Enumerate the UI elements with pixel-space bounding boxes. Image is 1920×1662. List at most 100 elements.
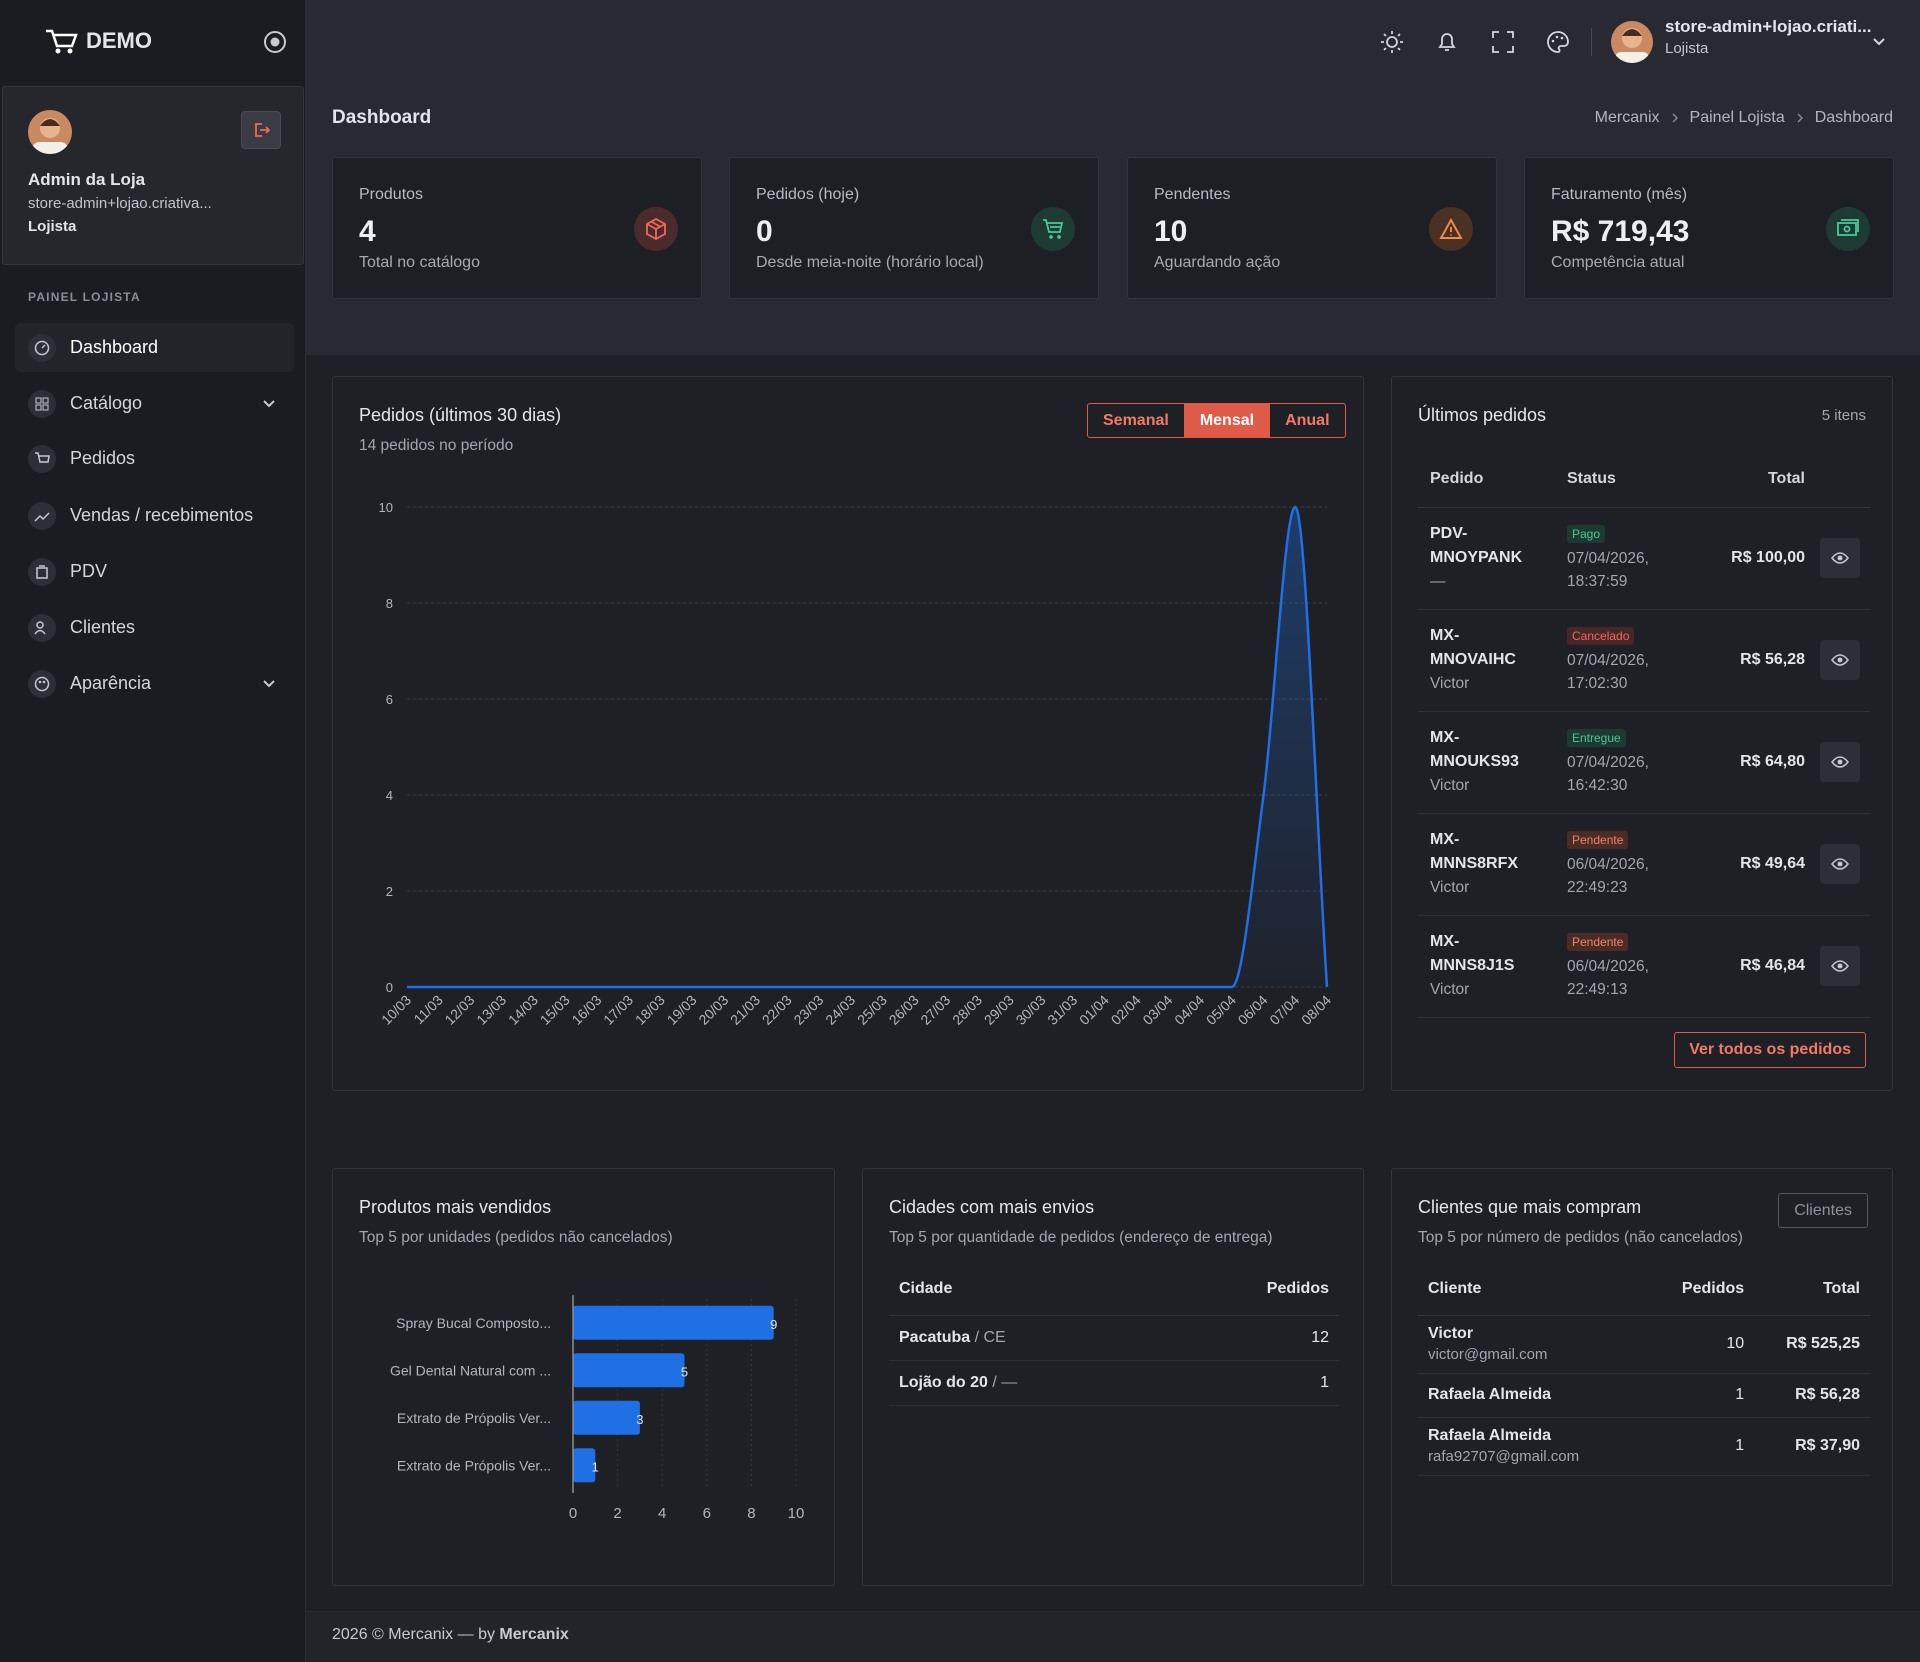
status-badge: Cancelado xyxy=(1567,627,1635,645)
city-row: Pacatuba / CE 12 xyxy=(889,1315,1339,1360)
order-row: MX-MNOUKS93 Victor Entregue 07/04/2026, 16:… xyxy=(1418,711,1870,813)
stat-value: 4 xyxy=(359,215,376,248)
view-order[interactable] xyxy=(1820,946,1860,986)
footer-brand[interactable]: Mercanix xyxy=(499,1626,569,1643)
card-title: Cidades com mais envios xyxy=(889,1197,1095,1217)
topbar: store-admin+lojao.criati... Lojista xyxy=(306,0,1920,83)
status-cell: Cancelado 07/04/2026, 17:02:30 xyxy=(1555,609,1685,711)
menu-item[interactable]: Pedidos xyxy=(15,434,294,483)
order-date: 06/04/2026, 22:49:13 xyxy=(1567,958,1649,998)
x-tick-label: 20/03 xyxy=(695,992,731,1028)
order-cell: MX-MNOVAIHC Victor xyxy=(1418,609,1555,711)
menu-item[interactable]: Catálogo xyxy=(15,379,294,428)
customer-total: R$ 525,25 xyxy=(1786,1335,1860,1352)
order-row: MX-MNNS8J1S Victor Pendente 06/04/2026, 22:… xyxy=(1418,915,1870,1017)
menu-item[interactable]: Aparência xyxy=(15,659,294,708)
actions-cell xyxy=(1805,711,1870,813)
customer-name: Victor xyxy=(1428,1325,1474,1342)
x-tick-label: 31/03 xyxy=(1044,992,1080,1028)
city-row: Lojão do 20 / — 1 xyxy=(889,1360,1339,1405)
divider xyxy=(1591,28,1592,56)
menu-item[interactable]: Dashboard xyxy=(15,323,294,372)
stat-value: 0 xyxy=(756,215,773,248)
breadcrumb-item[interactable]: Mercanix xyxy=(1594,109,1660,126)
menu-item[interactable]: PDV xyxy=(15,547,294,596)
x-tick-label: 05/04 xyxy=(1203,992,1239,1028)
y-tick-label: 0 xyxy=(386,980,393,995)
stat-value: R$ 719,43 xyxy=(1551,215,1690,248)
view-order[interactable] xyxy=(1820,742,1860,782)
avatar[interactable] xyxy=(1611,21,1653,63)
palette[interactable] xyxy=(1546,30,1570,54)
order-date: 07/04/2026, 16:42:30 xyxy=(1567,754,1649,794)
view-order[interactable] xyxy=(1820,844,1860,884)
avatar xyxy=(28,110,72,154)
customer-email: victor@gmail.com xyxy=(1428,1346,1548,1363)
stat-icon xyxy=(634,207,678,251)
order-row: MX-MNOVAIHC Victor Cancelado 07/04/2026, 17… xyxy=(1418,609,1870,711)
stat-card: Pendentes 10 Aguardando ação xyxy=(1127,157,1497,299)
user-name: Admin da Loja xyxy=(28,170,146,189)
logout-button[interactable] xyxy=(241,111,281,149)
order-total: R$ 49,64 xyxy=(1740,855,1805,872)
period-button[interactable]: Semanal xyxy=(1103,412,1169,429)
order-id[interactable]: MX-MNNS8RFX xyxy=(1430,831,1519,872)
fullscreen[interactable] xyxy=(1491,30,1515,54)
order-row: PDV-MNOYPANK — Pago 07/04/2026, 18:37:59 R$ … xyxy=(1418,507,1870,609)
x-tick-label: 10 xyxy=(788,1505,805,1522)
order-row: MX-MNNS8RFX Victor Pendente 06/04/2026, 22:… xyxy=(1418,813,1870,915)
order-cell: MX-MNOUKS93 Victor xyxy=(1418,711,1555,813)
x-tick-label: 23/03 xyxy=(790,992,826,1028)
menu-item[interactable]: Vendas / recebimentos xyxy=(15,491,294,540)
menu-item[interactable]: Clientes xyxy=(15,603,294,652)
order-id[interactable]: MX-MNNS8J1S xyxy=(1430,933,1515,974)
order-cell: MX-MNNS8J1S Victor xyxy=(1418,915,1555,1017)
order-date: 07/04/2026, 18:37:59 xyxy=(1567,550,1649,590)
stat-icon xyxy=(1429,207,1473,251)
order-cell: MX-MNNS8RFX Victor xyxy=(1418,813,1555,915)
view-all-orders[interactable]: Ver todos os pedidos xyxy=(1674,1032,1866,1068)
customers-button[interactable]: Clientes xyxy=(1778,1193,1868,1228)
notifications[interactable] xyxy=(1435,30,1459,54)
column-header: Total xyxy=(1767,469,1805,487)
order-total: R$ 46,84 xyxy=(1740,957,1805,974)
order-date: 07/04/2026, 17:02:30 xyxy=(1567,652,1649,692)
column-header: Cidade xyxy=(899,1279,953,1297)
period-button[interactable]: Anual xyxy=(1269,404,1344,437)
customer-total: R$ 56,28 xyxy=(1795,1386,1860,1403)
city-state: / CE xyxy=(974,1328,1006,1346)
stat-icon xyxy=(1826,207,1870,251)
order-id[interactable]: MX-MNOUKS93 xyxy=(1430,729,1519,770)
x-tick-label: 02/04 xyxy=(1108,992,1144,1028)
stat-label: Pendentes xyxy=(1154,186,1231,203)
bar xyxy=(573,1353,685,1388)
header-row: Cliente Pedidos Total xyxy=(1418,1263,1870,1315)
stat-caption: Competência atual xyxy=(1551,254,1685,271)
collapse-toggle[interactable] xyxy=(263,30,287,54)
order-id[interactable]: MX-MNOVAIHC xyxy=(1430,627,1516,668)
brand[interactable]: DEMO xyxy=(44,26,152,56)
status-badge: Entregue xyxy=(1567,729,1626,747)
customer-cell: Rafaela Almeida rafa92707@gmail.com xyxy=(1418,1417,1641,1475)
x-tick-label: 24/03 xyxy=(822,992,858,1028)
order-total: R$ 64,80 xyxy=(1740,753,1805,770)
view-order[interactable] xyxy=(1820,640,1860,680)
breadcrumb-item[interactable]: Painel Lojista xyxy=(1689,109,1785,126)
status-cell: Pago 07/04/2026, 18:37:59 xyxy=(1555,507,1685,609)
user-menu-chevron[interactable] xyxy=(1872,35,1886,49)
cities-table: Cidade Pedidos Pacatuba / CE 12 Lojão do 20 … xyxy=(889,1263,1339,1406)
customers-card: Clientes que mais compram Top 5 por núme… xyxy=(1391,1168,1893,1586)
value-label: 3 xyxy=(636,1412,643,1427)
x-tick-label: 06/04 xyxy=(1235,992,1271,1028)
value-label: 1 xyxy=(592,1459,599,1474)
x-tick-label: 30/03 xyxy=(1013,992,1049,1028)
period-toggle: Semanal Mensal Anual xyxy=(1087,403,1346,438)
menu-label: Clientes xyxy=(70,617,136,637)
order-id[interactable]: PDV-MNOYPANK xyxy=(1430,525,1523,566)
theme-toggle[interactable] xyxy=(1380,30,1404,54)
order-total: R$ 56,28 xyxy=(1740,651,1805,668)
view-order[interactable] xyxy=(1820,538,1860,578)
period-button[interactable]: Mensal xyxy=(1183,404,1270,437)
x-tick-label: 21/03 xyxy=(727,992,763,1028)
